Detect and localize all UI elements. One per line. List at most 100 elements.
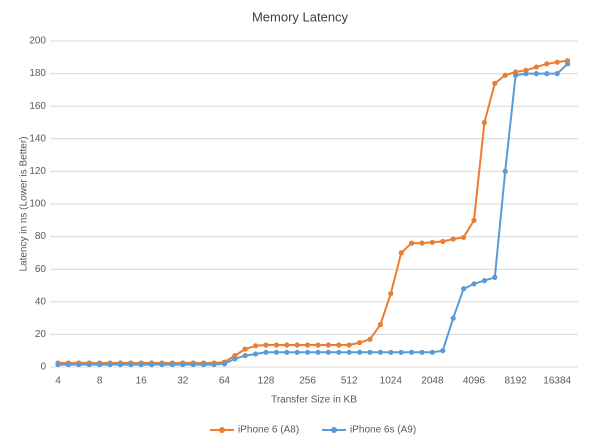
data-point bbox=[159, 361, 165, 368]
data-point bbox=[294, 349, 300, 355]
data-point bbox=[221, 361, 227, 367]
data-point bbox=[65, 361, 71, 368]
x-tick-label: 4096 bbox=[463, 376, 486, 387]
data-point bbox=[149, 361, 155, 368]
data-point bbox=[232, 356, 238, 362]
data-point bbox=[305, 342, 311, 348]
data-point bbox=[388, 349, 394, 355]
data-point bbox=[544, 71, 550, 77]
data-point bbox=[128, 361, 134, 368]
data-point bbox=[201, 361, 207, 368]
data-point bbox=[481, 278, 487, 284]
data-point bbox=[502, 168, 508, 174]
x-tick-label: 16 bbox=[136, 376, 148, 387]
data-point bbox=[107, 361, 113, 368]
x-tick-label: 64 bbox=[219, 376, 231, 387]
y-tick-label: 0 bbox=[40, 362, 46, 373]
data-point bbox=[263, 349, 269, 355]
x-tick-label: 4 bbox=[55, 376, 61, 387]
data-point bbox=[294, 342, 300, 348]
x-tick-label: 8192 bbox=[504, 376, 527, 387]
data-point bbox=[76, 361, 82, 368]
data-point bbox=[253, 343, 259, 349]
data-point bbox=[180, 361, 186, 368]
data-point bbox=[398, 349, 404, 355]
data-point bbox=[346, 342, 352, 348]
x-tick-label: 16384 bbox=[543, 376, 571, 387]
data-point bbox=[273, 349, 279, 355]
data-point bbox=[429, 239, 435, 245]
data-point bbox=[440, 238, 446, 245]
legend-label: iPhone 6 (A8) bbox=[238, 425, 299, 436]
data-point bbox=[305, 349, 311, 355]
data-point bbox=[388, 291, 394, 297]
data-point bbox=[97, 361, 103, 368]
legend-label: iPhone 6s (A9) bbox=[350, 425, 416, 436]
data-point bbox=[284, 349, 290, 355]
data-point bbox=[492, 80, 498, 86]
data-point bbox=[533, 71, 540, 77]
data-point bbox=[357, 349, 363, 355]
data-point bbox=[429, 349, 435, 355]
x-tick-label: 256 bbox=[299, 376, 316, 387]
y-tick-label: 40 bbox=[35, 296, 47, 307]
x-tick-label: 512 bbox=[341, 376, 358, 387]
data-point bbox=[481, 119, 487, 126]
data-point bbox=[117, 361, 123, 368]
data-point bbox=[461, 286, 467, 292]
data-point bbox=[253, 351, 259, 357]
y-axis-label: Latency in ns (Lower is Better) bbox=[19, 136, 30, 271]
data-point bbox=[471, 217, 477, 223]
data-point bbox=[409, 240, 415, 246]
x-axis-label: Transfer Size in KB bbox=[271, 395, 357, 406]
data-point bbox=[554, 59, 560, 65]
data-point bbox=[419, 349, 425, 355]
data-point bbox=[315, 342, 321, 348]
data-point bbox=[513, 72, 519, 78]
data-point bbox=[86, 361, 92, 368]
data-point bbox=[367, 336, 373, 342]
data-point bbox=[554, 71, 560, 77]
data-point bbox=[492, 274, 498, 280]
data-point bbox=[190, 361, 196, 368]
data-point bbox=[398, 250, 404, 256]
data-point bbox=[367, 349, 373, 355]
data-point bbox=[55, 361, 61, 368]
data-point bbox=[565, 61, 571, 67]
data-point bbox=[211, 361, 217, 368]
legend-marker bbox=[331, 427, 337, 433]
legend-marker bbox=[219, 427, 225, 433]
y-tick-label: 80 bbox=[35, 231, 47, 242]
data-point bbox=[502, 72, 508, 78]
data-point bbox=[315, 349, 321, 355]
data-point bbox=[471, 281, 477, 287]
y-tick-label: 200 bbox=[29, 36, 46, 47]
data-point bbox=[377, 322, 383, 328]
data-point bbox=[325, 349, 331, 355]
x-tick-label: 8 bbox=[97, 376, 103, 387]
x-tick-label: 32 bbox=[177, 376, 189, 387]
y-tick-label: 120 bbox=[29, 166, 46, 177]
data-point bbox=[273, 342, 279, 348]
y-tick-label: 60 bbox=[35, 264, 47, 275]
x-tick-label: 128 bbox=[258, 376, 275, 387]
data-point bbox=[544, 61, 550, 67]
data-point bbox=[377, 349, 383, 355]
data-point bbox=[346, 349, 352, 355]
data-point bbox=[440, 348, 446, 354]
data-point bbox=[242, 352, 248, 359]
data-point bbox=[450, 236, 456, 242]
data-point bbox=[336, 349, 342, 355]
series-line bbox=[58, 63, 569, 366]
data-point bbox=[533, 64, 540, 70]
y-tick-label: 180 bbox=[29, 68, 46, 79]
y-tick-label: 140 bbox=[29, 133, 46, 144]
data-point bbox=[242, 346, 248, 352]
y-tick-label: 160 bbox=[29, 101, 46, 112]
data-point bbox=[138, 361, 144, 368]
y-tick-label: 20 bbox=[35, 329, 47, 340]
data-point bbox=[461, 234, 467, 241]
data-point bbox=[523, 71, 529, 77]
data-point bbox=[357, 339, 363, 346]
